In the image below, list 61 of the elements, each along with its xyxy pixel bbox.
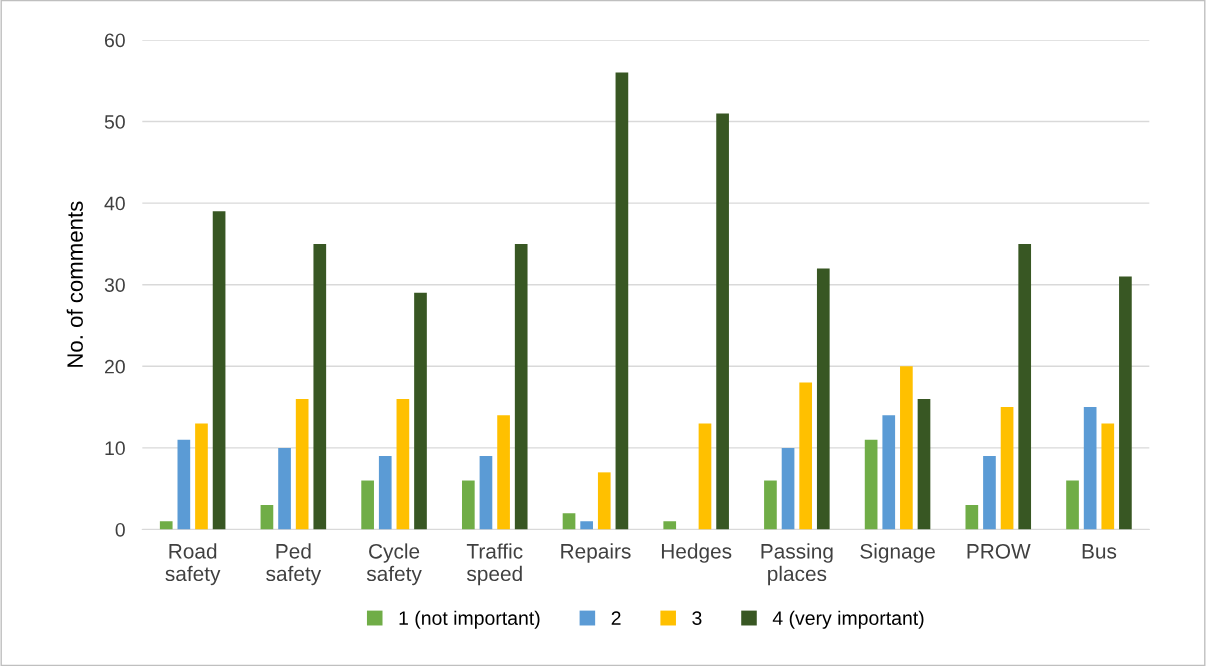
legend-label: 2 xyxy=(611,611,621,625)
bar xyxy=(615,72,629,530)
bar xyxy=(983,456,996,530)
x-tick-label: Road safety xyxy=(165,543,221,586)
y-tick-label: 0 xyxy=(115,522,125,537)
bar xyxy=(177,439,191,530)
bar xyxy=(1101,423,1115,530)
x-tick-label: Cycle safety xyxy=(366,543,422,586)
bar xyxy=(212,211,226,530)
bar xyxy=(295,398,309,530)
bar xyxy=(1066,480,1079,530)
bar xyxy=(1018,243,1032,530)
bar xyxy=(414,292,427,530)
bar xyxy=(716,113,729,530)
y-tick-label: 10 xyxy=(105,441,125,456)
bar xyxy=(461,480,475,530)
x-tick-label: PROW xyxy=(967,543,1031,559)
legend-label: 4 (very important) xyxy=(772,610,924,629)
bar xyxy=(663,521,677,530)
bar xyxy=(698,423,712,530)
bar xyxy=(1119,276,1132,530)
bar xyxy=(965,504,979,530)
bar xyxy=(864,439,878,530)
y-tick-label: 40 xyxy=(104,196,125,211)
x-tick-label: Passing places xyxy=(761,543,833,586)
bar xyxy=(597,472,611,530)
y-tick-label: 30 xyxy=(104,278,125,292)
bar xyxy=(799,382,813,530)
y-tick-label: 60 xyxy=(105,33,125,48)
bar xyxy=(260,504,274,530)
bar xyxy=(764,480,777,530)
bar xyxy=(1000,407,1014,530)
x-tick-label: Hedges xyxy=(661,543,732,563)
bar xyxy=(278,447,291,530)
bar xyxy=(361,480,374,530)
legend-label: 3 xyxy=(692,611,702,625)
bar xyxy=(396,398,410,530)
legend-label: 1 (not important) xyxy=(399,610,540,629)
x-tick-label: Signage xyxy=(860,543,935,563)
y-tick-label: 50 xyxy=(104,115,125,129)
bar xyxy=(882,415,896,530)
bar xyxy=(514,243,528,530)
bar xyxy=(497,415,510,530)
bar xyxy=(479,456,493,530)
bar xyxy=(195,423,208,530)
bar xyxy=(313,243,327,530)
bar xyxy=(562,513,576,530)
bar xyxy=(917,398,931,530)
bar xyxy=(781,447,795,530)
x-tick-label: Ped safety xyxy=(266,543,322,586)
x-tick-label: Bus xyxy=(1082,544,1117,559)
bar xyxy=(378,456,392,530)
x-tick-label: Traffic speed xyxy=(466,543,523,586)
bar xyxy=(816,268,830,530)
bar xyxy=(900,366,913,530)
y-axis-title: No. of comments xyxy=(66,201,83,367)
bar xyxy=(580,521,593,530)
x-tick-label: Repairs xyxy=(561,543,631,563)
bar xyxy=(159,521,173,530)
bar xyxy=(1083,407,1097,530)
y-tick-label: 20 xyxy=(104,359,125,374)
